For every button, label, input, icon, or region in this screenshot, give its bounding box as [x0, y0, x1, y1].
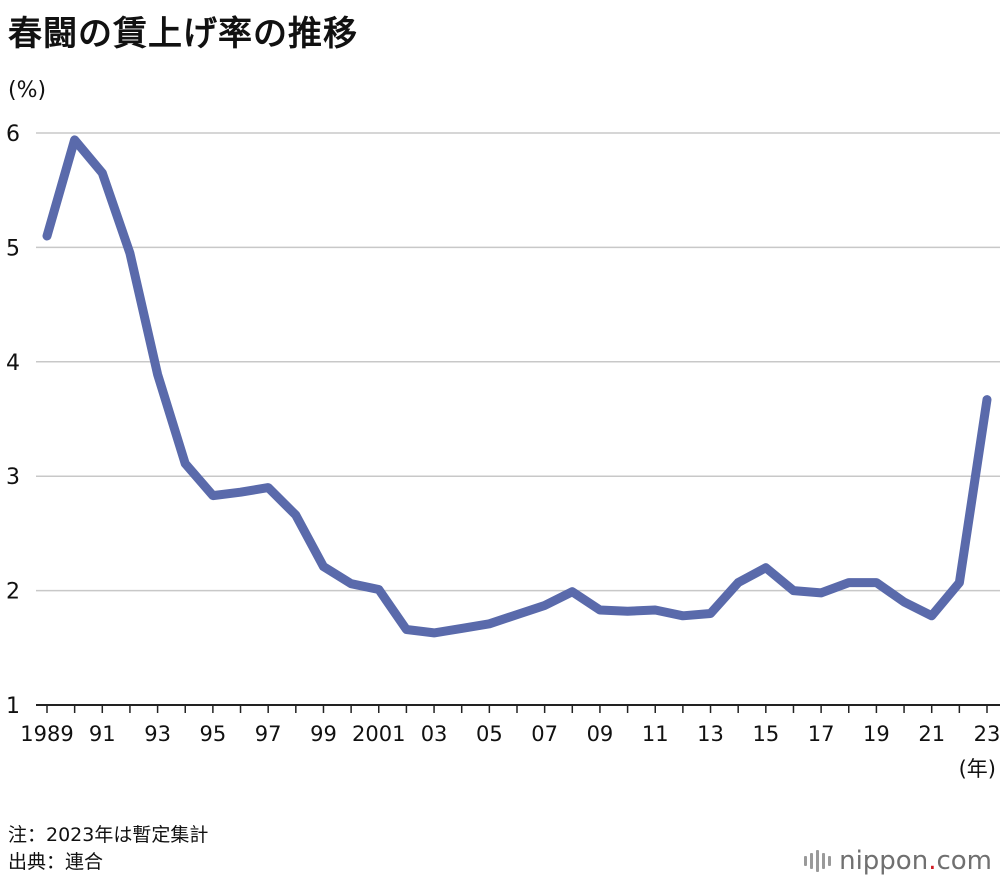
x-tick-label-2011: 11: [642, 722, 669, 746]
chart-notes: 注：2023年は暫定集計 出典：連合: [8, 822, 208, 876]
x-tick-label-1989: 1989: [20, 722, 73, 746]
y-tick-label-2: 2: [6, 580, 20, 605]
x-axis: [36, 704, 1000, 713]
y-tick-label-5: 5: [6, 236, 20, 261]
x-tick-label-2013: 13: [697, 722, 724, 746]
x-tick-label-2019: 19: [863, 722, 890, 746]
logo-bars-icon: [804, 850, 832, 872]
x-tick-label-2015: 15: [752, 722, 779, 746]
logo-text: nippon.com: [839, 846, 992, 876]
x-tick-label-1999: 99: [310, 722, 337, 746]
x-tick-label-1997: 97: [255, 722, 282, 746]
x-tick-label-1991: 91: [89, 722, 116, 746]
x-tick-label-2009: 09: [587, 722, 614, 746]
x-axis-unit-label: (年): [959, 757, 996, 781]
source-text: 出典：連合: [8, 851, 104, 873]
x-tick-labels: 1989 91 93 95 97 99 2001 03 05 07 09 11 13 15 17 19 21 23: [20, 722, 1000, 746]
y-tick-label-4: 4: [6, 351, 20, 376]
series-line-0: [42, 135, 992, 638]
x-tick-label-2023: 23: [974, 722, 1000, 746]
x-tick-label-2021: 21: [918, 722, 945, 746]
chart-title: 春闘の賃上げ率の推移: [8, 14, 358, 54]
x-tick-label-2001: 2001: [352, 722, 405, 746]
y-tick-label-1: 1: [6, 694, 20, 719]
x-tick-label-2007: 07: [531, 722, 558, 746]
x-tick-label-1993: 93: [144, 722, 171, 746]
y-tick-label-6: 6: [6, 122, 20, 147]
note-text: 注：2023年は暫定集計: [8, 824, 209, 846]
series-line-group: [42, 135, 992, 638]
x-tick-label-1995: 95: [200, 722, 227, 746]
x-tick-label-2017: 17: [808, 722, 835, 746]
grid-lines: [36, 132, 1000, 592]
y-tick-label-3: 3: [6, 465, 20, 490]
y-axis-unit-label: (%): [8, 78, 47, 103]
x-tick-label-2003: 03: [421, 722, 448, 746]
y-tick-labels: 1 2 3 4 5 6: [6, 122, 20, 719]
x-tick-label-2005: 05: [476, 722, 503, 746]
nippon-logo[interactable]: nippon.com: [804, 846, 992, 876]
